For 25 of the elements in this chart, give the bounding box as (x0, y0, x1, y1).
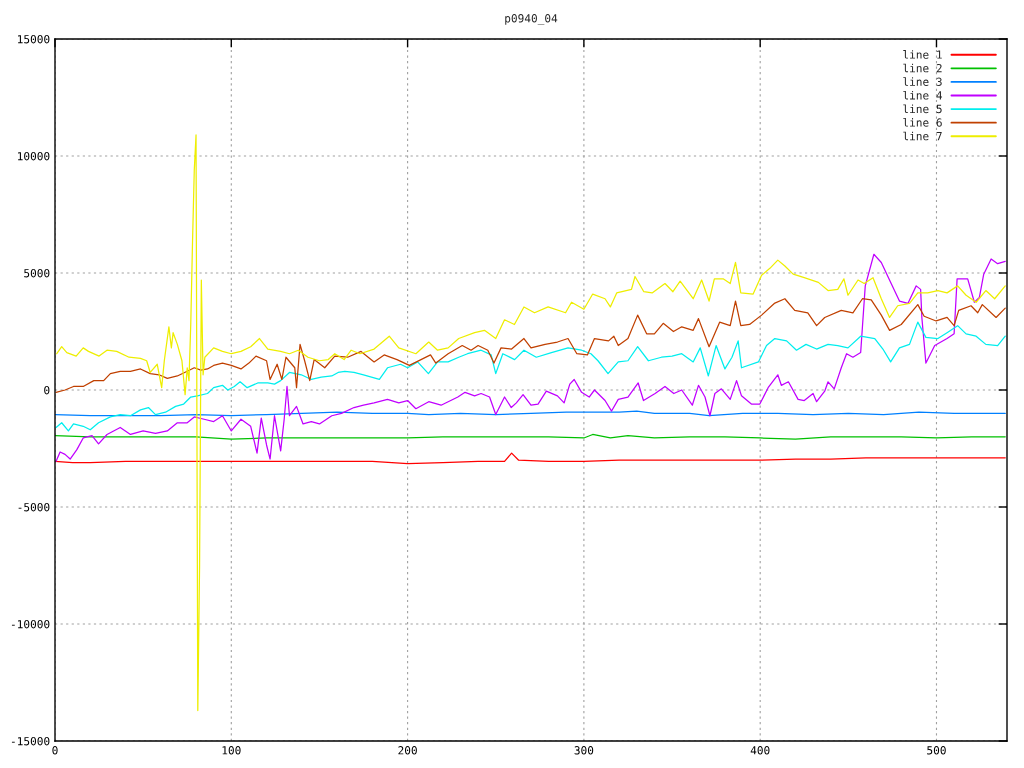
x-tick-label: 100 (222, 746, 241, 755)
y-tick-label: 0 (44, 386, 50, 395)
y-tick-label: -15000 (11, 737, 50, 746)
y-tick-label: 15000 (18, 35, 50, 44)
x-tick-label: 0 (52, 746, 58, 755)
legend-label: line 4 (903, 90, 943, 100)
chart-title: p0940_04 (505, 14, 558, 25)
y-tick-label: -10000 (11, 620, 50, 629)
legend-label: line 5 (903, 104, 942, 114)
x-tick-label: 200 (398, 746, 417, 755)
line-series (55, 298, 1006, 393)
legend-label: line 1 (903, 50, 942, 59)
legend-label: line 7 (903, 131, 942, 141)
legend-label: line 3 (903, 77, 942, 86)
y-tick-label: 5000 (24, 269, 50, 278)
x-tick-label: 300 (574, 746, 594, 755)
x-tick-label: 400 (750, 746, 770, 755)
y-tick-label: 10000 (18, 152, 50, 161)
legend-label: line 6 (903, 118, 942, 127)
line-series (55, 321, 1006, 432)
x-tick-label: 500 (927, 746, 946, 755)
line-series (55, 452, 1006, 465)
line-series (55, 253, 1006, 462)
y-tick-label: -5000 (18, 503, 50, 512)
legend-label: line 2 (903, 63, 942, 73)
